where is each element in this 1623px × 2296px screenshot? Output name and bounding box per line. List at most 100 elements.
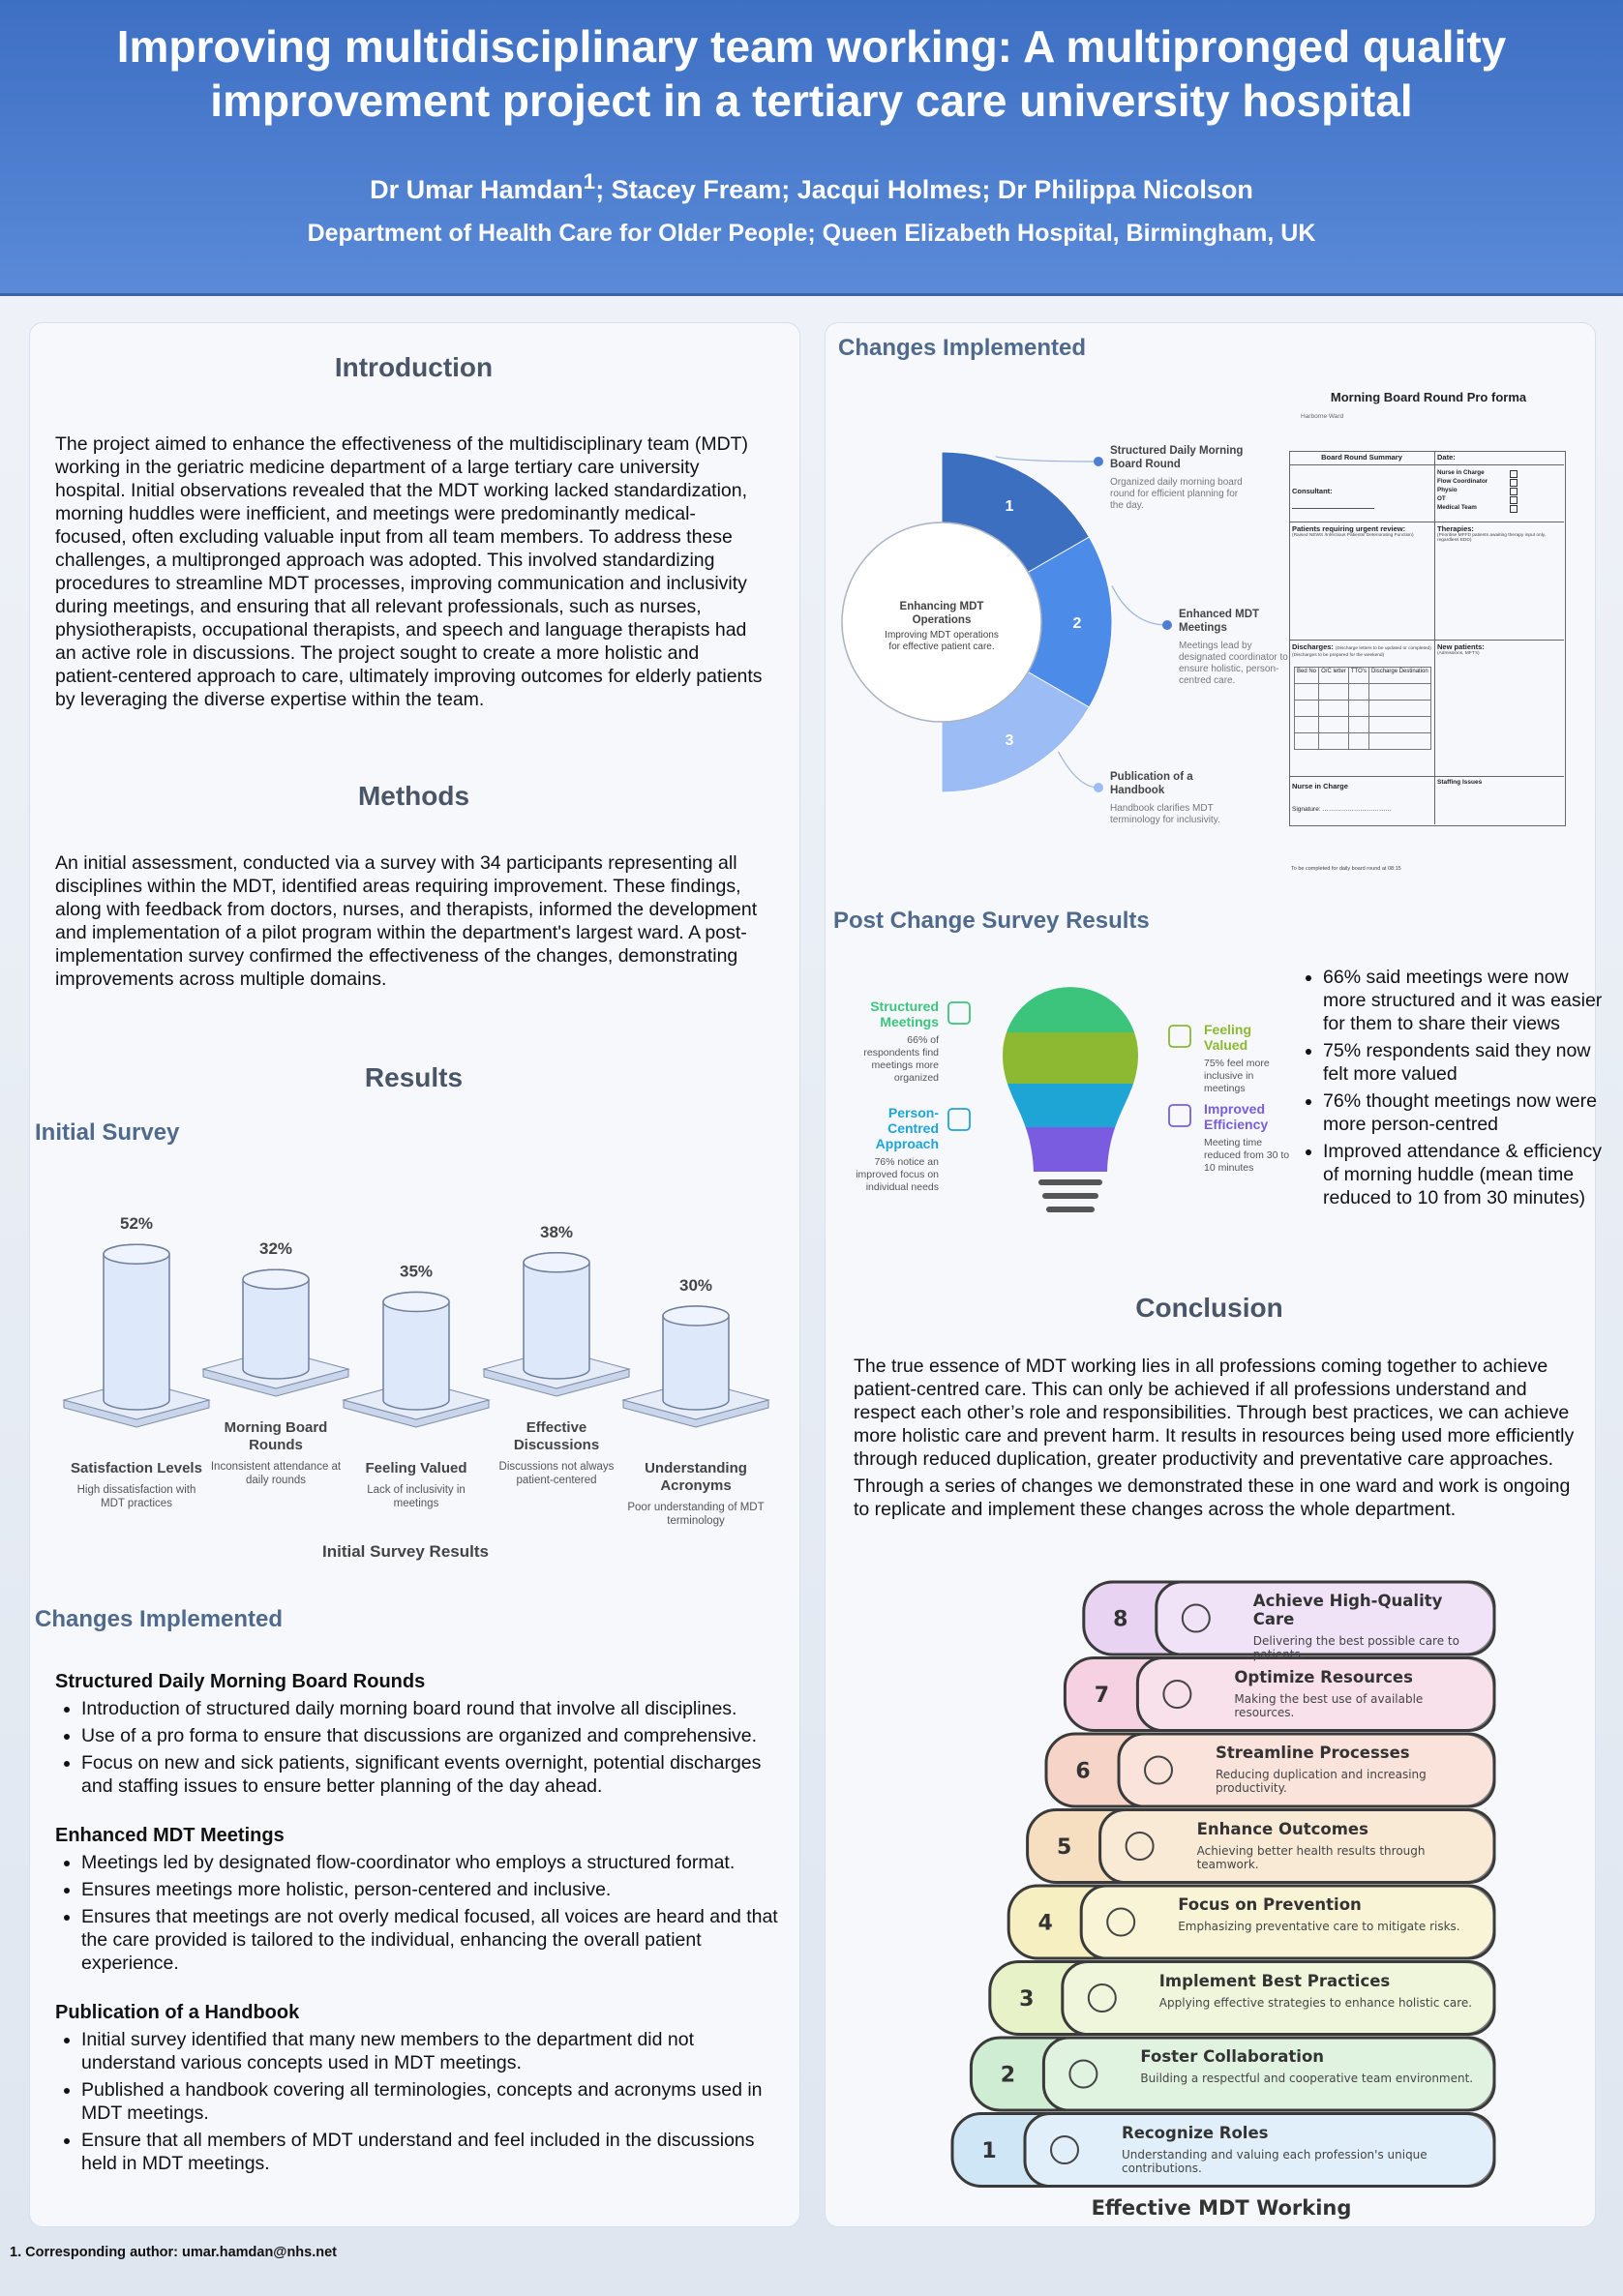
callout-dot (1094, 457, 1103, 466)
step-icon (1106, 1907, 1136, 1937)
bulb-band (1003, 1084, 1138, 1127)
step-body (1135, 1656, 1496, 1732)
form-rule (1289, 776, 1564, 777)
callout-text: Organized daily morning board round for … (1110, 477, 1243, 511)
bullet: 76% thought meetings now were more perso… (1323, 1089, 1604, 1136)
table-row (1293, 683, 1431, 701)
bullet-list: Meetings led by designated flow-coordina… (55, 1851, 781, 1975)
step-body (1098, 1808, 1496, 1884)
poster-title: Improving multidisciplinary team working… (116, 21, 1507, 126)
step-number: 3 (1019, 1987, 1034, 2012)
change-title: Publication of a Handbook (55, 2002, 300, 2023)
step-title: Focus on Prevention (1178, 1895, 1362, 1914)
cylinder-top (382, 1291, 450, 1313)
subheading: Changes Implemented (35, 1606, 284, 1632)
ward: Harborne Ward (1301, 413, 1344, 420)
step-label: Focus on Prevention Emphasizing preventat… (1178, 1895, 1481, 1933)
form-footer: To be completed for daily board round at… (1291, 866, 1401, 872)
subheading: Changes Implemented (838, 335, 1087, 361)
step-title: Streamline Processes (1216, 1744, 1410, 1762)
step-text: Building a respectful and cooperative te… (1140, 2072, 1474, 2085)
step-text: Achieving better health results through … (1196, 1843, 1426, 1871)
bullet: Published a handbook covering all termin… (81, 2078, 781, 2125)
subheading: Post Change Survey Results (833, 908, 1150, 934)
form-field: Therapies: (Prioritise MFFD patients awai… (1437, 524, 1563, 543)
authors-rest: ; Stacey Fream; Jacqui Holmes; Dr Philip… (595, 175, 1253, 204)
change-title: Structured Daily Morning Board Rounds (55, 1671, 426, 1692)
bullet: Ensure that all members of MDT understan… (81, 2129, 781, 2175)
section-heading: Conclusion (1135, 1293, 1283, 1323)
step-number: 5 (1057, 1835, 1071, 1860)
bullet: Meetings led by designated flow-coordina… (81, 1851, 781, 1874)
table-row (1293, 716, 1431, 733)
step-text: Delivering the best possible care to pat… (1252, 1634, 1459, 1661)
table-cell (1368, 700, 1431, 717)
callout-title: Structured Daily Morning Board Round (1110, 445, 1244, 470)
category-desc: Discussions not always patient-centered (498, 1461, 615, 1486)
checkbox (1510, 488, 1518, 495)
step-title: Implement Best Practices (1158, 1971, 1391, 1990)
table-cell (1293, 700, 1320, 717)
section-heading: Introduction (334, 352, 494, 382)
attendees: Nurse in Charge Flow Coordinator Physio OT M… (1437, 469, 1563, 520)
step-text: Understanding and valuing each professio… (1122, 2147, 1428, 2175)
step-number: 1 (981, 2139, 996, 2163)
stair-caption: Effective MDT Working (1091, 2196, 1352, 2220)
column-header: TTO's (1347, 667, 1370, 684)
bulb-label: Structured Meetings 66% of respondents fi… (852, 999, 939, 1085)
bulb-label: Feeling Valued 75% feel more inclusive in… (1204, 1022, 1296, 1095)
bulb-band (1003, 1127, 1138, 1172)
value-label: 35% (400, 1263, 433, 1281)
bulb-title: Person-Centred Approach (875, 1105, 939, 1151)
center-title: Enhancing MDT Operations (899, 601, 984, 626)
checkbox (1510, 470, 1518, 478)
step-text: Emphasizing preventative care to mitigat… (1178, 1920, 1460, 1933)
step-icon (1144, 1755, 1173, 1785)
department: Department of Health Care for Older Peop… (307, 220, 1316, 247)
paragraph: Through a series of changes we demonstra… (854, 1476, 1571, 1520)
form-label: Patients requiring urgent review: (1292, 524, 1406, 533)
attendee: Medical Team (1437, 504, 1477, 511)
form-label: Date: (1437, 453, 1456, 462)
discharge-table: Bed No O/C letter TTO's Discharge Destinati… (1293, 667, 1431, 750)
category-desc: Lack of inclusivity in meetings (367, 1484, 466, 1509)
checkbox (1510, 479, 1518, 487)
step-number: 2 (1001, 2064, 1015, 2088)
category-label: Understanding Acronyms Poor understanding… (623, 1460, 768, 1528)
cylinder-top (523, 1252, 590, 1273)
change-section: Enhanced MDT Meetings Meetings led by des… (55, 1825, 781, 1975)
callout-text: Handbook clarifies MDT terminology for i… (1110, 803, 1220, 825)
change-section: Structured Daily Morning Board Rounds Int… (55, 1671, 781, 1798)
step-body (1061, 1960, 1496, 2036)
category-label: Satisfaction Levels High dissatisfaction … (64, 1460, 209, 1510)
step-title: Enhance Outcomes (1196, 1819, 1368, 1838)
bullet-list: Initial survey identified that many new … (55, 2028, 781, 2175)
bullet: Initial survey identified that many new … (81, 2028, 781, 2074)
chart-title: Initial Survey Results (322, 1542, 489, 1561)
column-header: Discharge Destination (1368, 667, 1431, 684)
bulb-text: 76% notice an improved focus on individu… (856, 1156, 939, 1193)
callout-line (1111, 585, 1168, 626)
step-body (1117, 1732, 1496, 1808)
bulb-text: 75% feel more inclusive in meetings (1204, 1058, 1270, 1094)
discharge-rows: Bed No O/C letter TTO's Discharge Destinati… (1293, 667, 1431, 750)
attendee: OT (1437, 495, 1446, 502)
table-cell (1347, 683, 1370, 701)
bulb-title: Improved Efficiency (1204, 1101, 1269, 1132)
bulb-band (1003, 987, 1138, 1032)
callout-dot (1162, 620, 1172, 630)
segment-number: 1 (1006, 498, 1014, 515)
center-text: Improving MDT operations for effective p… (885, 630, 999, 652)
checkbox (1510, 505, 1518, 513)
section-heading: Methods (357, 781, 470, 811)
form-line (1292, 508, 1374, 509)
bulb-text: 66% of respondents find meetings more or… (863, 1034, 939, 1084)
category-name: Feeling Valued (365, 1460, 467, 1476)
cylinder-top (242, 1268, 310, 1290)
callout-title: Enhanced MDT Meetings (1179, 609, 1260, 634)
bullet: 66% said meetings were now more structur… (1323, 966, 1604, 1035)
form-label: Nurse in Charge (1292, 782, 1348, 790)
table-cell (1318, 716, 1349, 733)
form-rule (1289, 640, 1564, 641)
